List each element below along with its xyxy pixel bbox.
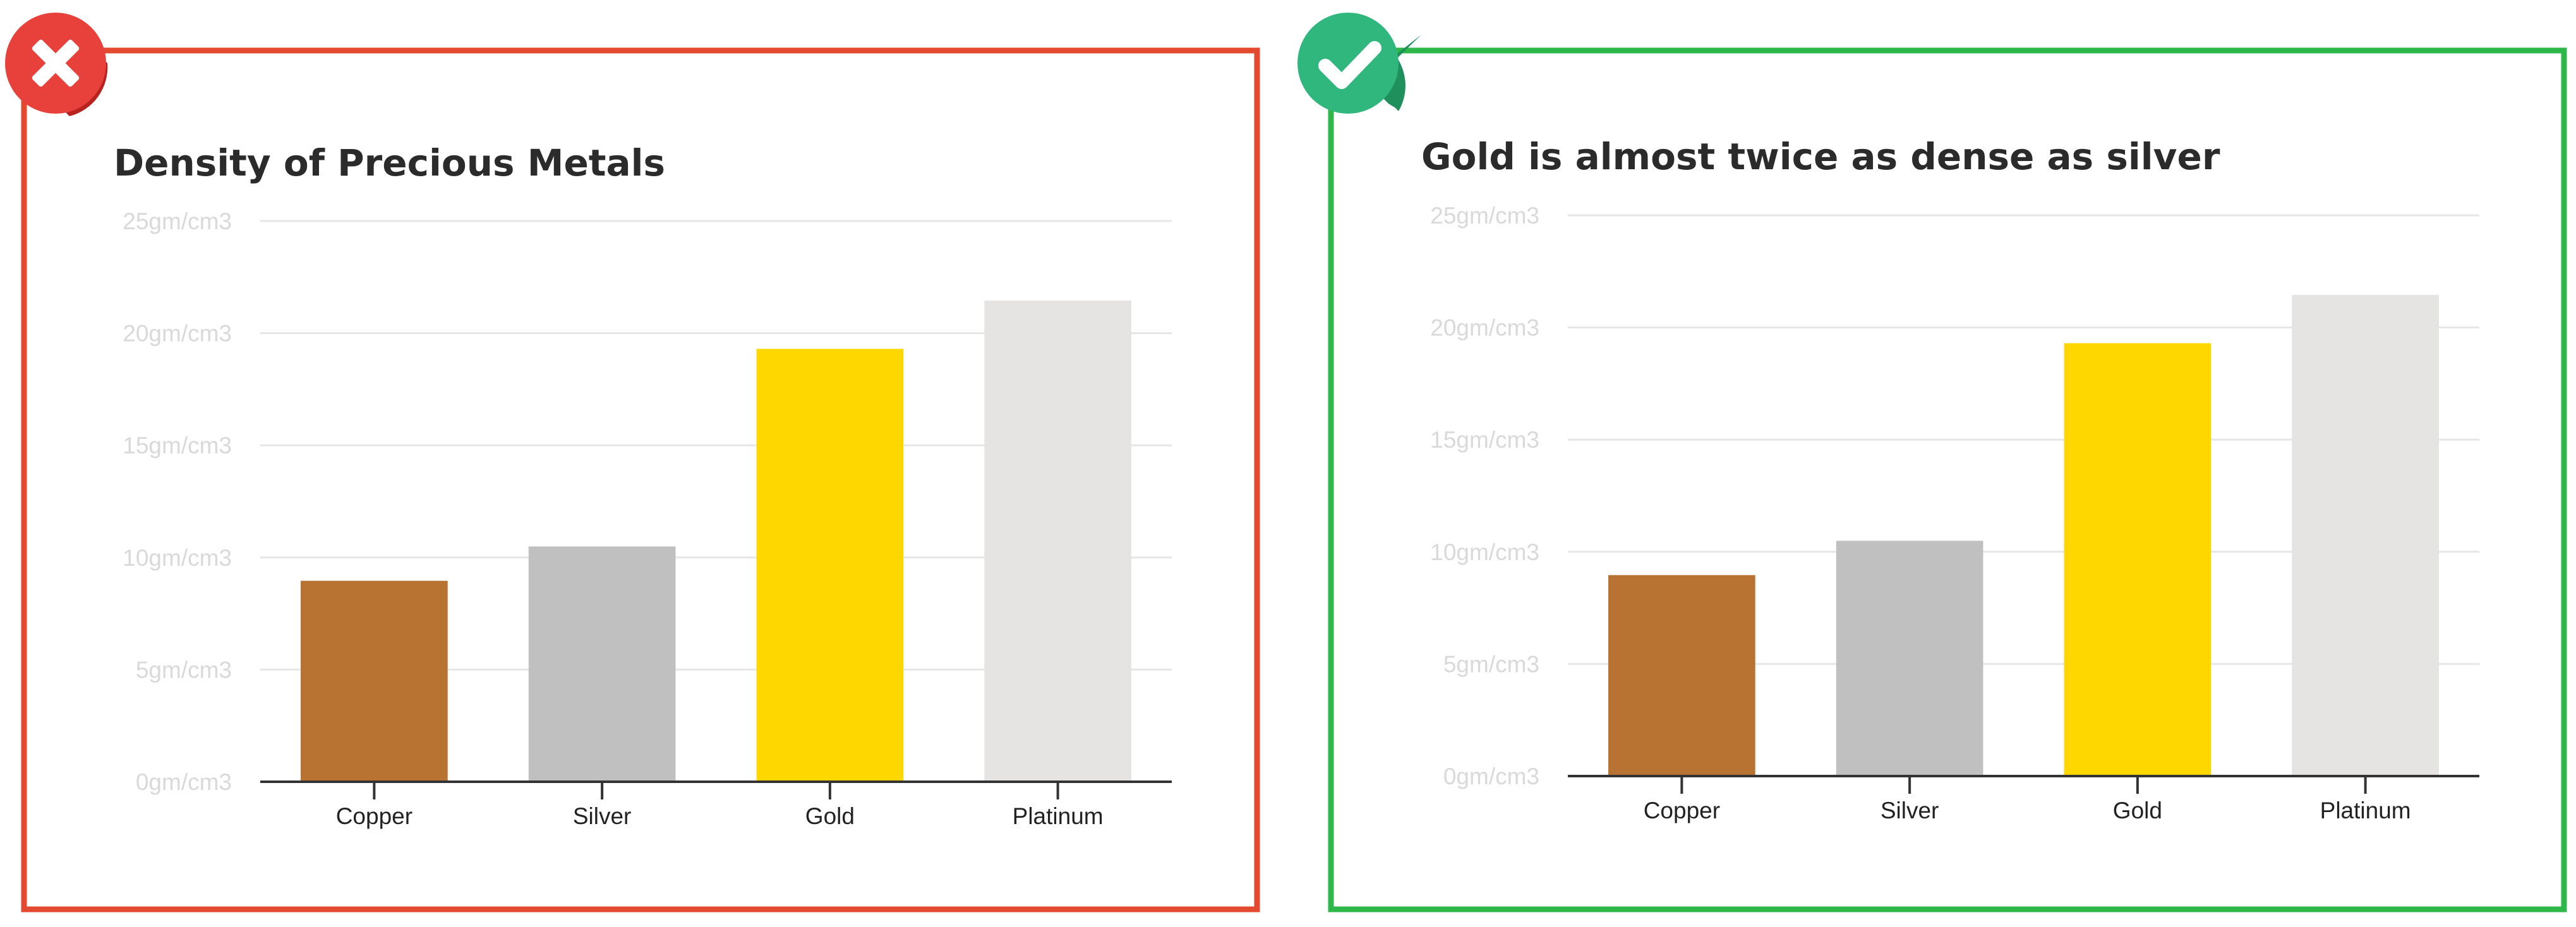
x-tick-label: Platinum: [1013, 803, 1104, 829]
chart-title: Density of Precious Metals: [114, 141, 665, 184]
bar-silver: [1836, 541, 1983, 776]
good-example-chart: 0gm/cm3 5gm/cm3 10gm/cm3 15gm/cm3 20gm/cm3 25…: [1430, 203, 2479, 823]
y-tick-label: 5gm/cm3: [1443, 651, 1539, 677]
x-tick-label: Silver: [573, 803, 632, 829]
bar-copper: [1608, 575, 1755, 776]
x-tick-label: Gold: [805, 803, 855, 829]
bar-gold: [756, 349, 904, 782]
check-icon: [1318, 41, 1381, 89]
chart-title: Gold is almost twice as dense as silver: [1421, 135, 2220, 178]
cross-icon: [32, 39, 80, 87]
bar-silver: [528, 546, 676, 782]
bar-copper: [301, 580, 448, 782]
y-tick-label: 20gm/cm3: [1430, 315, 1539, 341]
x-tick-label: Copper: [1644, 798, 1720, 823]
bar-platinum: [2292, 295, 2439, 776]
y-tick-label: 25gm/cm3: [123, 208, 232, 234]
x-tick-label: Silver: [1881, 798, 1939, 823]
x-tick-label: Copper: [336, 803, 412, 829]
bad-example-frame: [21, 47, 1260, 912]
y-tick-label: 25gm/cm3: [1430, 203, 1539, 229]
x-tick-label: Platinum: [2320, 798, 2411, 823]
y-tick-label: 0gm/cm3: [1443, 763, 1539, 789]
good-example-frame: [1328, 47, 2567, 912]
bar-gold: [2064, 343, 2212, 776]
y-tick-label: 0gm/cm3: [136, 769, 232, 795]
x-tick-label: Gold: [2113, 798, 2162, 823]
good-example-badge: [1297, 13, 1421, 114]
bad-example-badge: [5, 13, 108, 116]
y-tick-label: 10gm/cm3: [123, 545, 232, 571]
y-tick-label: 15gm/cm3: [1430, 427, 1539, 453]
good-badge-circle: [1297, 13, 1399, 114]
y-tick-label: 10gm/cm3: [1430, 539, 1539, 565]
bar-platinum: [984, 301, 1131, 782]
bad-example-chart: 0gm/cm3 5gm/cm3 10gm/cm3 15gm/cm3 20gm/cm3 25…: [123, 208, 1172, 829]
y-tick-label: 5gm/cm3: [136, 657, 232, 683]
y-tick-label: 15gm/cm3: [123, 433, 232, 458]
y-tick-label: 20gm/cm3: [123, 321, 232, 347]
